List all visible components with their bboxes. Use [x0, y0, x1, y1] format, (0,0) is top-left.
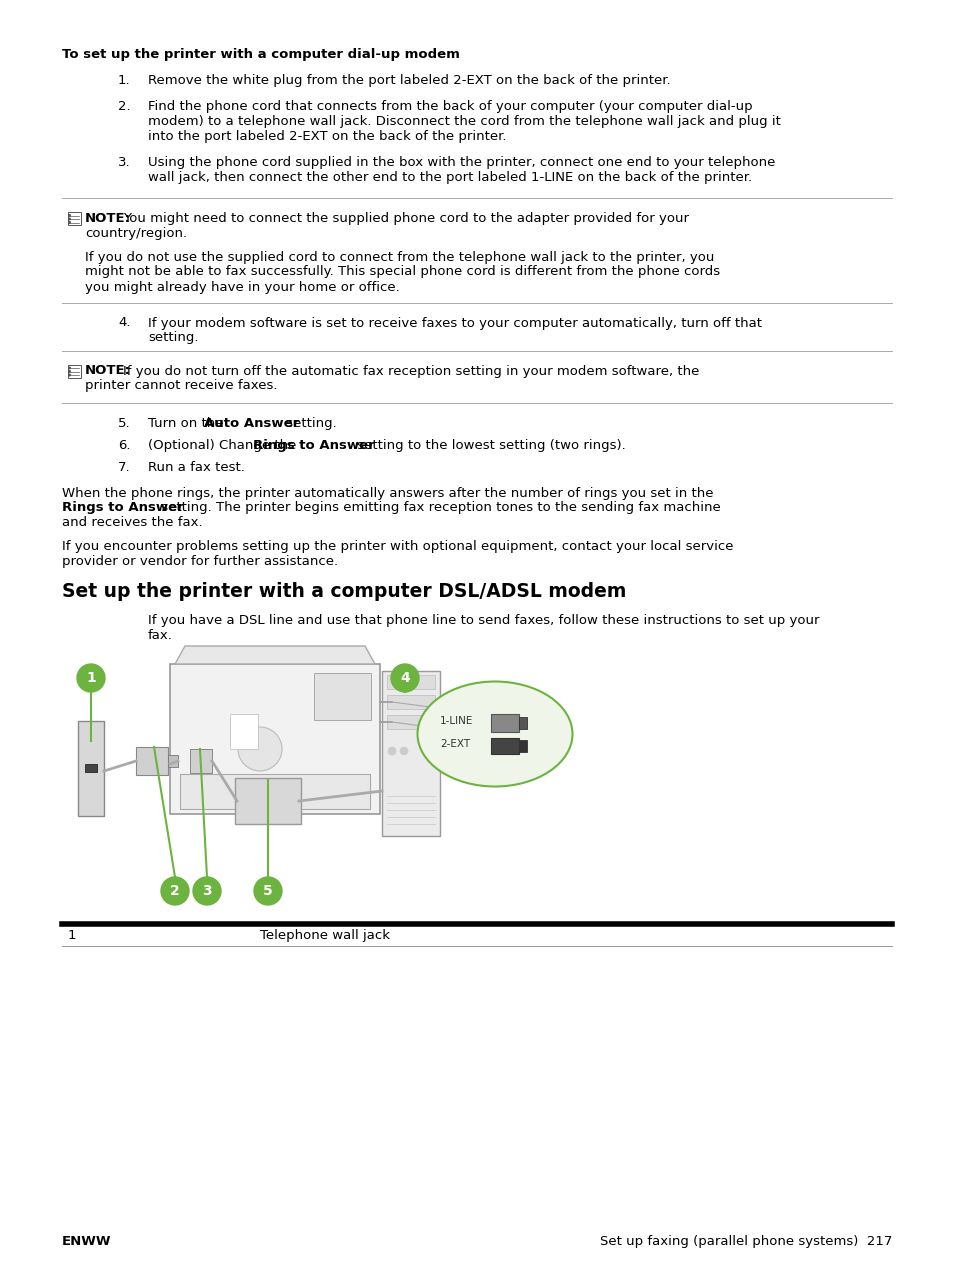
Text: 4: 4: [399, 671, 410, 685]
Text: setting.: setting.: [282, 417, 336, 431]
Text: 1: 1: [68, 928, 76, 942]
Text: 3.: 3.: [118, 156, 131, 169]
Polygon shape: [174, 646, 375, 664]
FancyBboxPatch shape: [68, 212, 81, 225]
Text: setting to the lowest setting (two rings).: setting to the lowest setting (two rings…: [353, 439, 625, 452]
Circle shape: [69, 371, 71, 372]
FancyBboxPatch shape: [234, 779, 301, 824]
Circle shape: [161, 878, 189, 906]
FancyBboxPatch shape: [518, 718, 526, 729]
Text: If you have a DSL line and use that phone line to send faxes, follow these instr: If you have a DSL line and use that phon…: [148, 613, 819, 643]
Circle shape: [399, 747, 408, 754]
Text: When the phone rings, the printer automatically answers after the number of ring: When the phone rings, the printer automa…: [62, 486, 713, 500]
Text: 7.: 7.: [118, 461, 131, 474]
Text: Run a fax test.: Run a fax test.: [148, 461, 245, 474]
FancyBboxPatch shape: [491, 714, 518, 732]
FancyBboxPatch shape: [78, 721, 104, 817]
Text: ENWW: ENWW: [62, 1234, 112, 1248]
Text: 1.: 1.: [118, 74, 131, 88]
Text: If you encounter problems setting up the printer with optional equipment, contac: If you encounter problems setting up the…: [62, 540, 733, 568]
FancyBboxPatch shape: [491, 738, 518, 754]
Ellipse shape: [417, 682, 572, 786]
Circle shape: [77, 664, 105, 692]
Circle shape: [69, 215, 71, 216]
FancyBboxPatch shape: [170, 664, 379, 814]
Text: 2.: 2.: [118, 100, 131, 113]
FancyBboxPatch shape: [387, 674, 435, 690]
Text: (Optional) Change the: (Optional) Change the: [148, 439, 300, 452]
Text: Rings to Answer: Rings to Answer: [62, 502, 184, 514]
FancyBboxPatch shape: [387, 715, 435, 729]
FancyBboxPatch shape: [85, 765, 97, 772]
Text: 5: 5: [263, 884, 273, 898]
FancyBboxPatch shape: [136, 747, 168, 775]
Text: and receives the fax.: and receives the fax.: [62, 516, 202, 530]
Circle shape: [237, 726, 282, 771]
Circle shape: [69, 367, 71, 368]
Circle shape: [69, 218, 71, 220]
Text: 3: 3: [202, 884, 212, 898]
Text: To set up the printer with a computer dial-up modem: To set up the printer with a computer di…: [62, 48, 459, 61]
Circle shape: [193, 878, 221, 906]
FancyBboxPatch shape: [230, 714, 257, 749]
Text: 6.: 6.: [118, 439, 131, 452]
Text: Auto Answer: Auto Answer: [204, 417, 299, 431]
FancyBboxPatch shape: [190, 749, 212, 773]
FancyBboxPatch shape: [381, 671, 439, 836]
Circle shape: [69, 222, 71, 224]
Circle shape: [391, 664, 418, 692]
Text: 5.: 5.: [118, 417, 131, 431]
Circle shape: [388, 747, 395, 754]
FancyBboxPatch shape: [168, 754, 178, 767]
Text: setting. The printer begins emitting fax reception tones to the sending fax mach: setting. The printer begins emitting fax…: [157, 502, 720, 514]
Text: NOTE:: NOTE:: [85, 212, 131, 225]
Text: printer cannot receive faxes.: printer cannot receive faxes.: [85, 378, 277, 392]
Text: 2: 2: [170, 884, 180, 898]
Text: country/region.: country/region.: [85, 226, 187, 240]
FancyBboxPatch shape: [387, 695, 435, 709]
Text: If your modem software is set to receive faxes to your computer automatically, t: If your modem software is set to receive…: [148, 316, 761, 344]
Text: Remove the white plug from the port labeled 2-EXT on the back of the printer.: Remove the white plug from the port labe…: [148, 74, 670, 88]
Text: 1-LINE: 1-LINE: [439, 716, 473, 726]
FancyBboxPatch shape: [314, 673, 371, 720]
Text: Set up the printer with a computer DSL/ADSL modem: Set up the printer with a computer DSL/A…: [62, 582, 626, 601]
Text: If you do not use the supplied cord to connect from the telephone wall jack to t: If you do not use the supplied cord to c…: [85, 250, 720, 293]
Text: If you do not turn off the automatic fax reception setting in your modem softwar: If you do not turn off the automatic fax…: [123, 364, 699, 377]
Text: You might need to connect the supplied phone cord to the adapter provided for yo: You might need to connect the supplied p…: [123, 212, 688, 225]
FancyBboxPatch shape: [518, 740, 526, 752]
Text: Find the phone cord that connects from the back of your computer (your computer : Find the phone cord that connects from t…: [148, 100, 781, 144]
Text: Turn on the: Turn on the: [148, 417, 228, 431]
Circle shape: [69, 375, 71, 376]
Text: 4.: 4.: [118, 316, 131, 329]
Text: 1: 1: [86, 671, 95, 685]
Text: Rings to Answer: Rings to Answer: [253, 439, 375, 452]
Text: Set up faxing (parallel phone systems)  217: Set up faxing (parallel phone systems) 2…: [599, 1234, 891, 1248]
Text: NOTE:: NOTE:: [85, 364, 131, 377]
Text: 2-EXT: 2-EXT: [439, 739, 470, 749]
FancyBboxPatch shape: [68, 364, 81, 377]
FancyBboxPatch shape: [180, 773, 370, 809]
Circle shape: [253, 878, 282, 906]
Text: Telephone wall jack: Telephone wall jack: [260, 928, 390, 942]
Text: Using the phone cord supplied in the box with the printer, connect one end to yo: Using the phone cord supplied in the box…: [148, 156, 775, 184]
